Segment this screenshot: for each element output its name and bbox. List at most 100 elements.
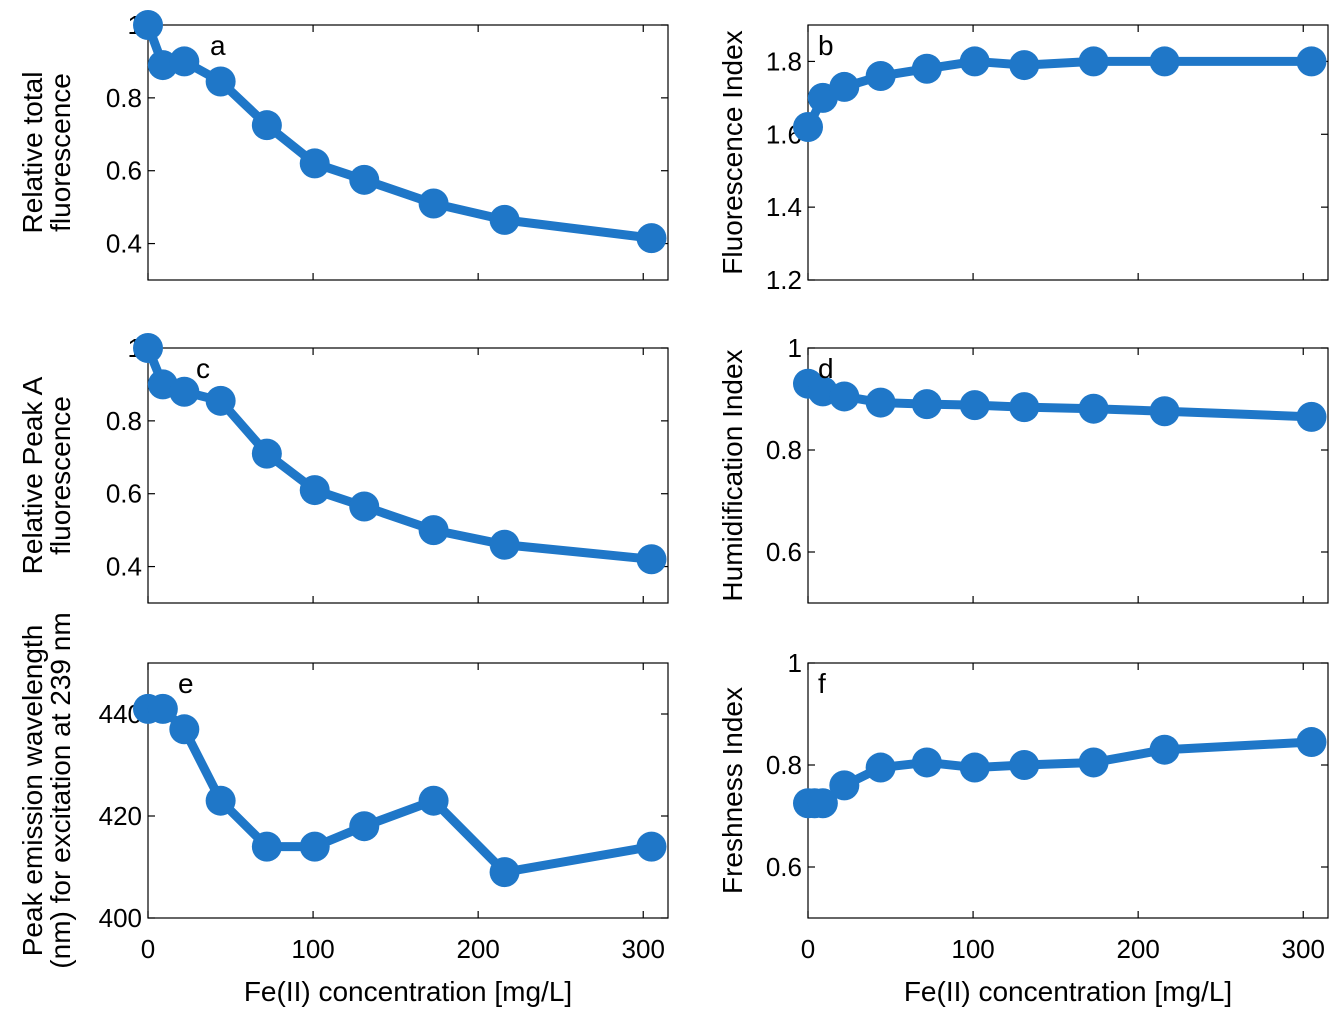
data-point-c-3: [205, 385, 236, 416]
data-point-a-7: [418, 188, 449, 219]
x-tick-label-e-2: 200: [456, 934, 499, 964]
x-axis-label-e: Fe(II) concentration [mg/L]: [244, 976, 572, 1007]
data-point-f-3: [829, 770, 860, 801]
data-point-a-5: [299, 148, 330, 179]
y-tick-label-f-1: 0.8: [766, 750, 802, 780]
y-axis-label-a-1: fluorescence: [45, 73, 76, 232]
y-axis-label-e-1: (nm) for excitation at 239 nm: [45, 612, 76, 968]
y-tick-label-e-1: 420: [99, 801, 142, 831]
y-axis-label-f-0: Freshness Index: [717, 687, 748, 894]
panel-label-d: d: [818, 353, 834, 384]
data-point-d-3: [865, 387, 896, 418]
data-point-d-9: [1296, 401, 1327, 432]
panel-label-c: c: [196, 353, 210, 384]
data-point-f-5: [911, 747, 942, 778]
data-point-a-9: [636, 223, 667, 254]
data-point-e-4: [251, 831, 282, 862]
data-point-c-8: [489, 529, 520, 560]
panel-label-f: f: [818, 668, 826, 699]
data-point-e-7: [418, 785, 449, 816]
y-axis-label-b-0: Fluorescence Index: [717, 30, 748, 274]
data-point-e-6: [349, 811, 380, 842]
data-point-d-7: [1078, 393, 1109, 424]
data-point-c-7: [418, 515, 449, 546]
panel-label-b: b: [818, 30, 834, 61]
panel-f: 0 100 200 300 0.6 0.8 1 Freshness Index Fe(II) c…: [717, 648, 1329, 1007]
y-tick-label-e-0: 400: [99, 903, 142, 933]
y-tick-label-b-1: 1.4: [766, 192, 802, 222]
data-point-d-8: [1149, 396, 1180, 427]
data-point-f-6: [959, 752, 990, 783]
data-point-b-3: [865, 61, 896, 91]
panel-label-a: a: [210, 30, 226, 61]
x-tick-label-f-0: 0: [801, 934, 815, 964]
data-point-f-9: [1149, 734, 1180, 765]
y-tick-label-b-3: 1.8: [766, 46, 802, 76]
data-point-f-7: [1009, 750, 1040, 780]
x-tick-label-f-3: 300: [1282, 934, 1325, 964]
y-tick-label-d-1: 0.8: [766, 435, 802, 465]
x-tick-label-e-1: 100: [291, 934, 334, 964]
data-point-f-4: [865, 752, 896, 783]
y-axis-label-a-0: Relative total: [17, 72, 48, 234]
data-point-e-9: [636, 831, 667, 862]
y-axis-label-c-0: Relative Peak A: [17, 376, 48, 574]
data-point-b-0: [793, 112, 823, 142]
y-tick-label-c-2: 0.8: [106, 406, 142, 436]
data-point-b-7: [1078, 46, 1109, 77]
x-tick-label-e-0: 0: [141, 934, 155, 964]
x-tick-label-f-1: 100: [951, 934, 994, 964]
x-axis-label-f: Fe(II) concentration [mg/L]: [904, 976, 1232, 1007]
y-axis-label-c-1: fluorescence: [45, 396, 76, 555]
data-point-c-9: [636, 544, 667, 575]
data-point-e-3: [205, 785, 236, 816]
y-tick-label-a-2: 0.8: [106, 83, 142, 113]
y-axis-label-d-0: Humidification Index: [717, 349, 748, 601]
y-tick-label-b-0: 1.2: [766, 265, 802, 295]
data-point-f-8: [1078, 747, 1109, 778]
y-tick-label-a-0: 0.4: [106, 229, 142, 259]
data-point-b-8: [1149, 46, 1180, 77]
y-tick-label-d-0: 0.6: [766, 537, 802, 567]
data-point-a-6: [349, 164, 380, 195]
axes-frame-c: [147, 347, 669, 604]
data-point-c-6: [349, 491, 380, 522]
data-point-e-5: [299, 831, 330, 862]
data-point-b-5: [959, 46, 990, 77]
x-tick-label-e-3: 300: [622, 934, 665, 964]
panel-label-e: e: [178, 668, 194, 699]
data-point-e-2: [169, 714, 200, 745]
data-point-d-4: [911, 389, 942, 420]
y-tick-label-a-1: 0.6: [106, 156, 142, 186]
y-tick-label-f-0: 0.6: [766, 852, 802, 882]
axes-frame-e: [147, 662, 669, 919]
data-point-b-9: [1296, 46, 1327, 77]
data-point-a-0: [133, 10, 163, 40]
data-point-c-5: [299, 475, 330, 506]
panel-d: 0.6 0.8 1 Humidification Index d: [717, 333, 1329, 604]
axes-frame-d: [807, 347, 1329, 604]
axes-frame-b: [807, 24, 1329, 281]
data-point-e-1: [147, 693, 178, 724]
data-point-d-2: [829, 381, 860, 412]
data-point-c-4: [251, 438, 282, 469]
data-point-f-2: [807, 788, 838, 819]
axes-frame-a: [147, 24, 669, 281]
data-point-c-0: [133, 333, 163, 363]
data-point-b-4: [911, 53, 942, 84]
data-point-d-6: [1009, 392, 1040, 423]
y-tick-label-c-0: 0.4: [106, 552, 142, 582]
y-tick-label-c-1: 0.6: [106, 479, 142, 509]
data-point-c-2: [169, 376, 200, 407]
data-point-a-4: [251, 110, 282, 141]
y-tick-label-d-2: 1: [788, 333, 802, 363]
y-axis-label-e-0: Peak emission wavelength: [17, 625, 48, 957]
x-tick-label-f-2: 200: [1116, 934, 1159, 964]
data-point-d-5: [959, 390, 990, 421]
data-point-b-6: [1009, 50, 1040, 81]
